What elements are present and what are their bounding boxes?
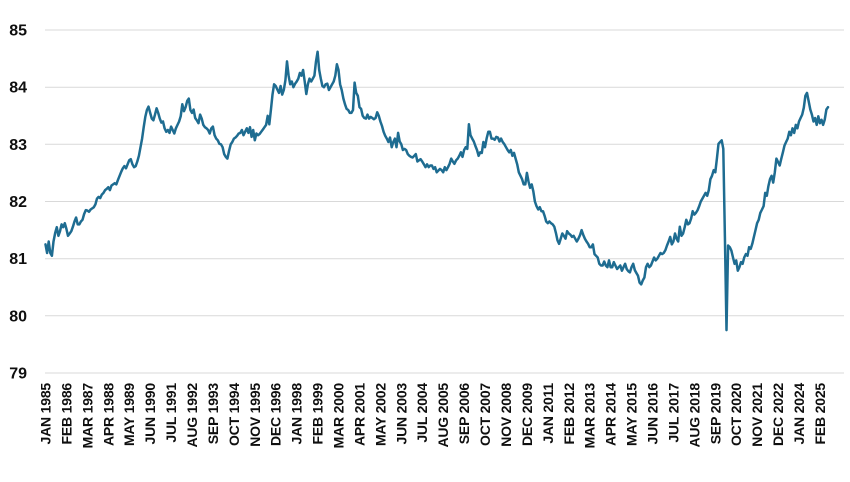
y-axis-labels: 85 84 83 82 81 80 79 (9, 23, 27, 383)
x-tick-label: OCT 2020 (728, 383, 744, 446)
x-tick-label: APR 2001 (352, 383, 368, 446)
x-tick-label: JUN 1990 (142, 383, 158, 445)
x-tick-label: DEC 2009 (519, 383, 535, 446)
x-tick-label: JAN 2024 (791, 383, 807, 445)
x-tick-label: SEP 2006 (456, 383, 472, 445)
y-tick-label: 81 (9, 251, 27, 268)
x-tick-label: NOV 2008 (498, 383, 514, 447)
x-tick-label: AUG 2018 (686, 383, 702, 448)
x-tick-label: MAY 2002 (372, 383, 388, 446)
x-tick-label: JAN 1985 (38, 383, 54, 445)
x-tick-label: JUL 2004 (414, 383, 430, 443)
x-tick-label: SEP 2019 (707, 383, 723, 445)
x-tick-label: JAN 2011 (540, 383, 556, 444)
x-tick-label: MAR 2013 (582, 383, 598, 449)
x-tick-label: FEB 2025 (812, 383, 828, 445)
x-tick-label: MAR 2000 (331, 383, 347, 449)
x-axis-labels: JAN 1985 FEB 1986 MAR 1987 APR 1988 MAY 1989… (38, 383, 828, 449)
x-tick-label: JUL 1991 (163, 383, 179, 443)
x-tick-label: JUL 2017 (665, 383, 681, 443)
x-tick-label: MAR 1987 (79, 383, 95, 449)
x-tick-label: AUG 2005 (435, 383, 451, 448)
x-tick-label: APR 2014 (603, 383, 619, 446)
y-tick-label: 82 (9, 194, 27, 211)
gridlines (45, 29, 844, 374)
x-tick-label: FEB 1986 (58, 383, 74, 445)
x-tick-label: FEB 1999 (310, 383, 326, 445)
x-tick-label: NOV 2021 (749, 383, 765, 447)
x-tick-label: DEC 1996 (268, 383, 284, 446)
x-tick-label: FEB 2012 (561, 383, 577, 445)
x-tick-label: OCT 2007 (477, 383, 493, 446)
x-tick-label: AUG 1992 (184, 383, 200, 448)
x-tick-label: DEC 2022 (770, 383, 786, 446)
x-tick-label: JUN 2003 (393, 383, 409, 445)
y-tick-label: 85 (9, 23, 27, 40)
x-tick-label: SEP 1993 (205, 383, 221, 445)
x-tick-label: MAY 1989 (121, 383, 137, 446)
y-tick-label: 80 (9, 308, 27, 325)
x-tick-label: APR 1988 (100, 383, 116, 446)
y-tick-label: 83 (9, 137, 27, 154)
y-tick-label: 84 (9, 80, 27, 97)
x-tick-label: MAY 2015 (624, 383, 640, 446)
x-tick-label: JUN 2016 (645, 383, 661, 445)
x-tick-label: NOV 1995 (247, 383, 263, 447)
series-polyline (44, 50, 830, 332)
y-tick-label: 79 (9, 366, 27, 383)
data-series-line (44, 50, 830, 332)
x-tick-label: JAN 1998 (289, 383, 305, 445)
x-tick-label: OCT 1994 (226, 383, 242, 446)
